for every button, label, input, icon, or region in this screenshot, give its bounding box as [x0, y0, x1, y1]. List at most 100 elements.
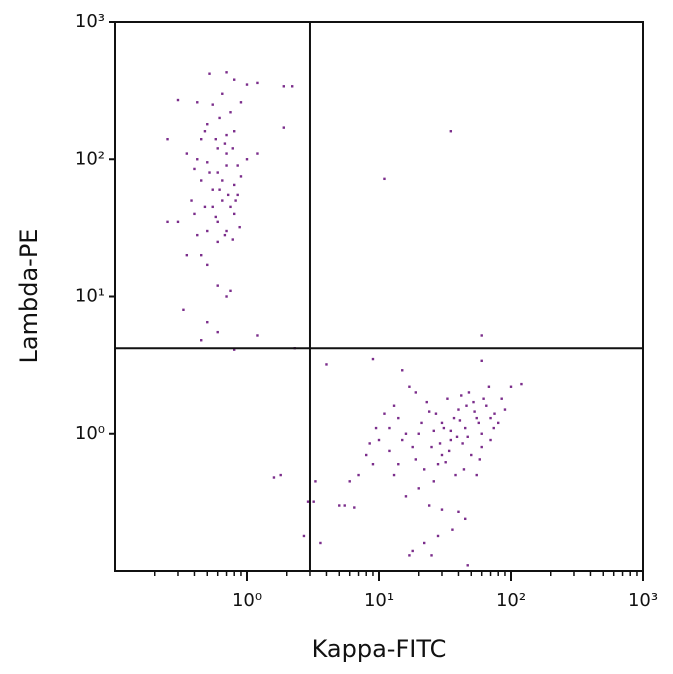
data-point — [500, 397, 503, 400]
data-point — [206, 229, 209, 233]
data-point — [214, 215, 217, 219]
data-point — [451, 528, 454, 531]
data-point — [225, 152, 228, 155]
data-point — [233, 183, 236, 187]
data-point — [449, 429, 453, 433]
data-point — [211, 103, 214, 106]
data-point — [357, 473, 360, 477]
data-point — [388, 449, 391, 453]
data-point — [467, 391, 471, 394]
data-point — [221, 179, 224, 182]
data-point — [221, 92, 224, 95]
data-point — [216, 220, 219, 224]
data-point — [338, 504, 341, 507]
data-point — [200, 253, 203, 257]
data-point — [216, 284, 219, 287]
data-point — [216, 147, 219, 150]
data-point — [408, 554, 411, 557]
data-point — [401, 369, 404, 372]
data-point — [466, 564, 469, 567]
data-point — [457, 408, 460, 411]
data-point — [480, 359, 483, 363]
data-point — [196, 158, 199, 161]
data-point — [231, 238, 234, 241]
x-tick-label: 10¹ — [364, 590, 394, 611]
data-point — [464, 426, 467, 430]
data-point — [314, 480, 317, 483]
data-point — [206, 320, 209, 324]
data-point — [203, 205, 207, 209]
data-point — [374, 426, 378, 430]
data-point — [245, 158, 249, 161]
data-point — [464, 517, 467, 521]
data-point — [503, 408, 507, 411]
data-point — [225, 71, 228, 74]
data-point — [233, 212, 236, 216]
data-point — [480, 334, 483, 337]
data-point — [185, 152, 189, 155]
data-point — [482, 397, 485, 400]
data-point — [343, 504, 346, 507]
data-point — [200, 137, 203, 141]
data-point — [493, 412, 496, 415]
data-point — [231, 147, 234, 150]
data-point — [371, 357, 375, 361]
data-point — [365, 453, 368, 457]
data-point — [225, 295, 228, 298]
data-point — [446, 397, 449, 400]
data-point — [440, 453, 444, 457]
data-point — [392, 473, 396, 477]
data-point — [238, 225, 241, 229]
data-point — [256, 81, 259, 85]
data-point — [489, 416, 492, 420]
data-point — [166, 220, 169, 224]
data-point — [449, 438, 453, 442]
data-point — [348, 480, 351, 483]
data-point — [404, 432, 408, 435]
data-point — [388, 426, 391, 430]
data-point — [233, 78, 236, 81]
data-point — [214, 137, 217, 141]
data-point — [236, 164, 239, 167]
data-point — [225, 133, 228, 137]
data-point — [383, 412, 386, 415]
data-point — [442, 426, 446, 430]
data-point — [417, 487, 420, 490]
data-point — [211, 188, 214, 191]
data-point — [290, 85, 294, 88]
data-point — [223, 233, 227, 237]
data-point — [196, 233, 199, 237]
data-point — [193, 212, 196, 216]
data-point — [306, 500, 310, 503]
data-point — [182, 308, 185, 312]
data-point — [427, 504, 431, 507]
data-point — [465, 404, 468, 407]
data-point — [279, 473, 282, 477]
data-point — [377, 438, 381, 442]
data-point — [454, 473, 457, 477]
data-point — [218, 188, 221, 191]
data-point — [353, 506, 356, 509]
data-point — [478, 458, 481, 461]
data-point — [282, 126, 285, 129]
data-point — [430, 554, 433, 557]
data-point — [411, 549, 414, 553]
data-point — [225, 229, 228, 233]
data-point — [221, 199, 224, 202]
data-point — [422, 541, 426, 545]
data-point — [420, 421, 423, 425]
y-tick-label: 10² — [75, 148, 105, 169]
data-point — [473, 410, 476, 413]
data-point — [371, 462, 375, 466]
data-point — [461, 442, 464, 445]
y-tick-label: 10¹ — [75, 286, 105, 307]
x-axis-title: Kappa-FITC — [312, 635, 447, 663]
data-point — [434, 412, 438, 415]
data-point — [229, 111, 232, 114]
data-point — [458, 419, 462, 422]
data-point — [497, 421, 500, 425]
data-point — [404, 495, 408, 498]
data-point — [239, 175, 243, 178]
data-point — [245, 83, 249, 86]
data-point — [430, 445, 433, 449]
